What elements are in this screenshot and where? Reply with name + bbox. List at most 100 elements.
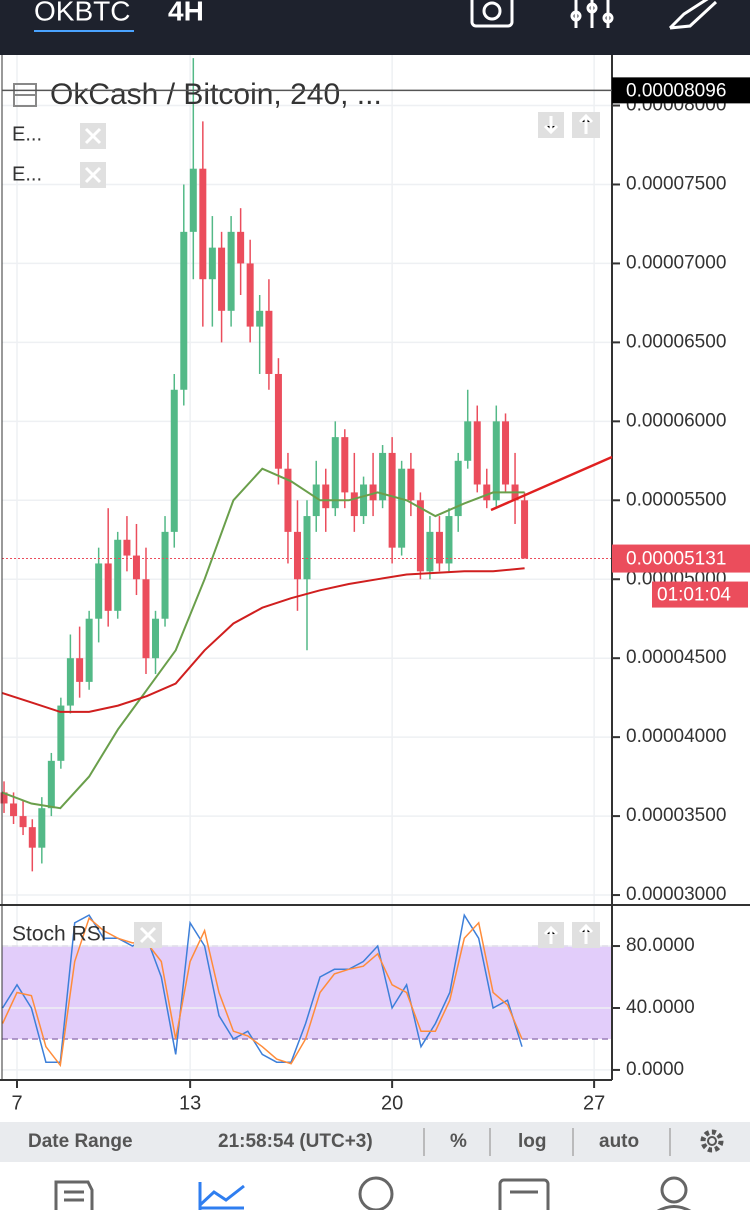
oscillator-line <box>1 913 523 1063</box>
auto-toggle[interactable]: auto <box>599 1131 639 1152</box>
candle-body <box>274 373 282 469</box>
pane-title: Stoch RSI <box>12 923 107 946</box>
nav-bar <box>0 1162 750 1210</box>
candle-body <box>170 389 178 532</box>
countdown-box <box>652 581 748 608</box>
candle-body <box>454 460 462 517</box>
candle-body <box>85 618 93 682</box>
x-tick-label: 7 <box>11 1092 22 1114</box>
top-bar <box>0 0 750 55</box>
candle-body <box>161 531 169 619</box>
interval[interactable]: 4H <box>168 0 204 26</box>
candle-body <box>189 168 197 232</box>
log-toggle[interactable]: log <box>518 1131 547 1152</box>
last-price-box <box>612 544 750 573</box>
countdown: 01:01:04 <box>657 585 731 606</box>
candle-body <box>0 792 8 804</box>
candle-body <box>95 563 103 619</box>
candle-body <box>66 658 74 706</box>
candle-body <box>521 500 529 559</box>
bottom-toolbar <box>0 1122 750 1162</box>
candle-body <box>407 468 415 501</box>
candle-body <box>28 827 36 848</box>
y-tick-label: 80.0000 <box>626 935 695 956</box>
legend-entry: E... <box>12 163 42 185</box>
candle-body <box>104 563 112 611</box>
candle-body <box>218 247 226 311</box>
candle-body <box>47 760 55 809</box>
candle-body <box>142 579 150 659</box>
legend-entry: E... <box>12 123 42 145</box>
y-tick-label: 0.00007500 <box>626 173 726 194</box>
candle-body <box>152 618 160 659</box>
date-range[interactable]: Date Range <box>28 1131 133 1152</box>
candle-body <box>256 310 264 327</box>
x-tick-label: 13 <box>179 1092 201 1114</box>
moving-average <box>1 567 525 713</box>
last-price-label: 0.00005131 <box>626 549 726 570</box>
candle-body <box>483 484 491 501</box>
crosshair-price-box <box>612 77 750 104</box>
candle-body <box>237 231 245 264</box>
candle-body <box>464 421 472 461</box>
y-tick-label: 0.00006500 <box>626 331 726 352</box>
y-tick-label: 0.00003000 <box>626 884 726 905</box>
plot-area <box>0 55 612 1080</box>
candle-body <box>426 531 434 572</box>
y-tick-label: 0.00003500 <box>626 805 726 826</box>
crosshair-price-label: 0.00008096 <box>626 80 726 101</box>
candle-body <box>38 808 46 848</box>
trend-line[interactable] <box>490 455 613 512</box>
percent-toggle[interactable]: % <box>450 1131 467 1152</box>
candle-body <box>180 231 188 390</box>
candle-body <box>19 816 27 828</box>
candle-body <box>398 468 406 548</box>
candle-body <box>379 452 387 501</box>
candle-body <box>10 803 18 817</box>
candle-body <box>369 484 377 501</box>
candle-body <box>445 516 453 564</box>
candle-body <box>114 539 122 611</box>
candle-body <box>331 437 339 509</box>
symbol[interactable]: OKBTC <box>34 0 130 26</box>
x-tick-label: 20 <box>381 1092 403 1114</box>
toolbar-separators <box>423 1128 671 1156</box>
settings-gear[interactable] <box>700 1129 724 1153</box>
candle-body <box>360 484 368 517</box>
chart-title: OkCash / Bitcoin, 240, ... <box>50 78 382 111</box>
candle-body <box>416 500 424 572</box>
candle-body <box>473 421 481 485</box>
candle-body <box>303 516 311 580</box>
nav-icons[interactable] <box>54 1176 697 1215</box>
x-tick-label: 27 <box>583 1092 605 1114</box>
y-tick-label: 0.00005500 <box>626 489 726 510</box>
candle-body <box>350 492 358 517</box>
candle-body <box>246 263 254 327</box>
candle-body <box>435 531 443 564</box>
candle-body <box>208 247 216 280</box>
candle-body <box>76 658 84 682</box>
candle-body <box>322 484 330 509</box>
candle-body <box>341 437 349 493</box>
y-tick-label: 0.0000 <box>626 1059 684 1080</box>
candle-body <box>265 310 273 374</box>
candle-body <box>492 421 500 501</box>
oscillator-line <box>1 916 523 1068</box>
y-tick-label: 0.00007000 <box>626 252 726 273</box>
y-tick-label: 0.00004500 <box>626 647 726 668</box>
candle-body <box>502 421 510 485</box>
candle-body <box>284 468 292 532</box>
band <box>2 946 612 1039</box>
y-tick-label: 0.00004000 <box>626 726 726 747</box>
moving-average <box>1 467 525 810</box>
top-icons[interactable] <box>470 0 718 30</box>
candle-body <box>123 539 131 556</box>
close-marks <box>84 113 594 944</box>
y-tick-label: 0.00006000 <box>626 410 726 431</box>
candle-body <box>132 555 140 580</box>
symbol-underline <box>34 30 134 32</box>
y-tick-label: 40.0000 <box>626 997 695 1018</box>
candle-body <box>293 531 301 580</box>
candle-body <box>312 484 320 517</box>
